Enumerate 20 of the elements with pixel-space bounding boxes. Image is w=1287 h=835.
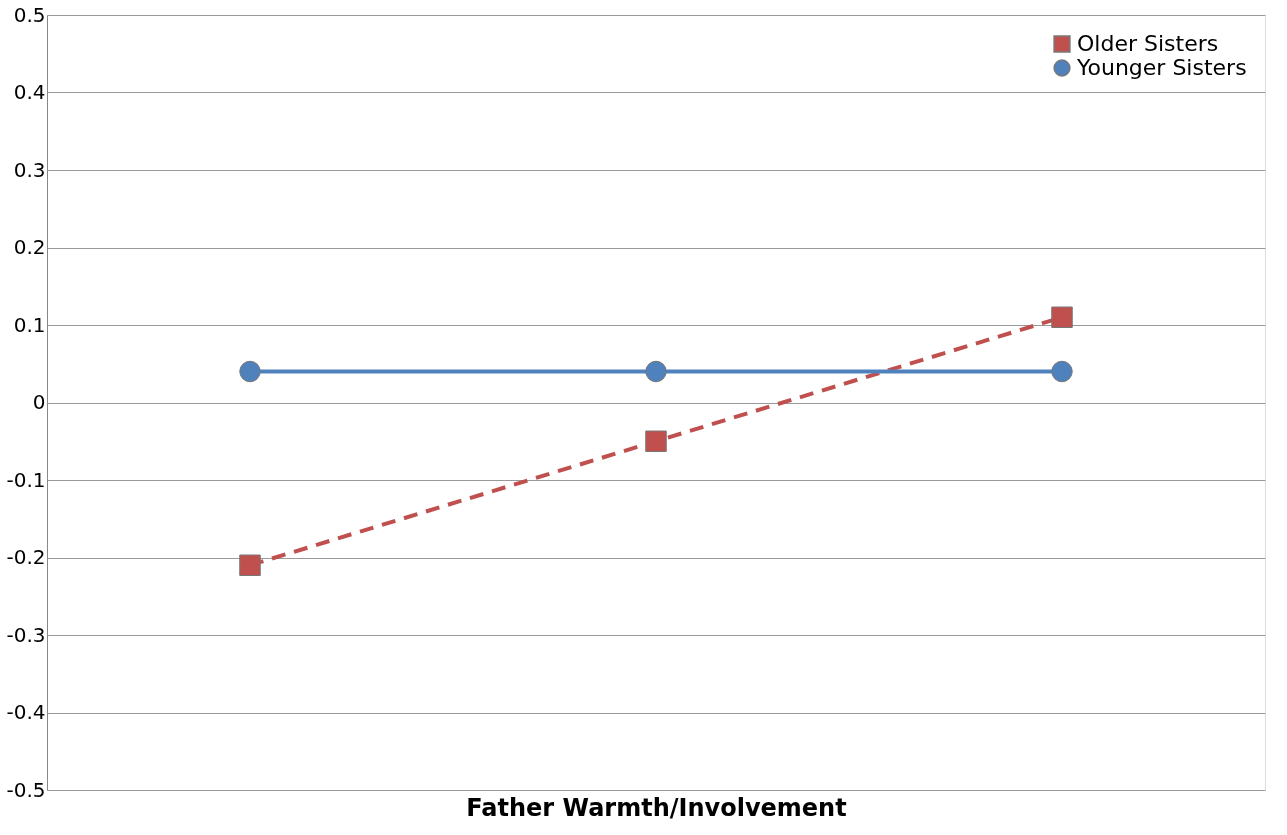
point: [645, 360, 667, 383]
y-tick-label: -0.1: [6, 467, 46, 492]
point: [239, 360, 261, 383]
legend-label: Younger Sisters: [1076, 55, 1247, 80]
y-tick-label: -0.2: [6, 545, 46, 569]
point: [645, 430, 667, 452]
y-tick-label: 0.5: [13, 2, 46, 27]
point: [1051, 360, 1073, 383]
legend-label: Older Sisters: [1077, 31, 1219, 56]
y-tick-label: -0.3: [6, 622, 46, 647]
point: [239, 554, 261, 576]
y-tick-label: -0.4: [6, 700, 46, 724]
x-axis-title: Father Warmth/Involvement: [466, 793, 847, 822]
y-tick-label: 0.4: [13, 80, 46, 104]
y-tick-label: 0.3: [13, 157, 46, 182]
y-tick-label: 0: [32, 390, 46, 414]
point: [1051, 306, 1073, 328]
y-tick-label: 0.1: [13, 312, 46, 337]
y-tick-label: 0.2: [13, 235, 46, 259]
y-tick-label: -0.5: [6, 777, 46, 802]
